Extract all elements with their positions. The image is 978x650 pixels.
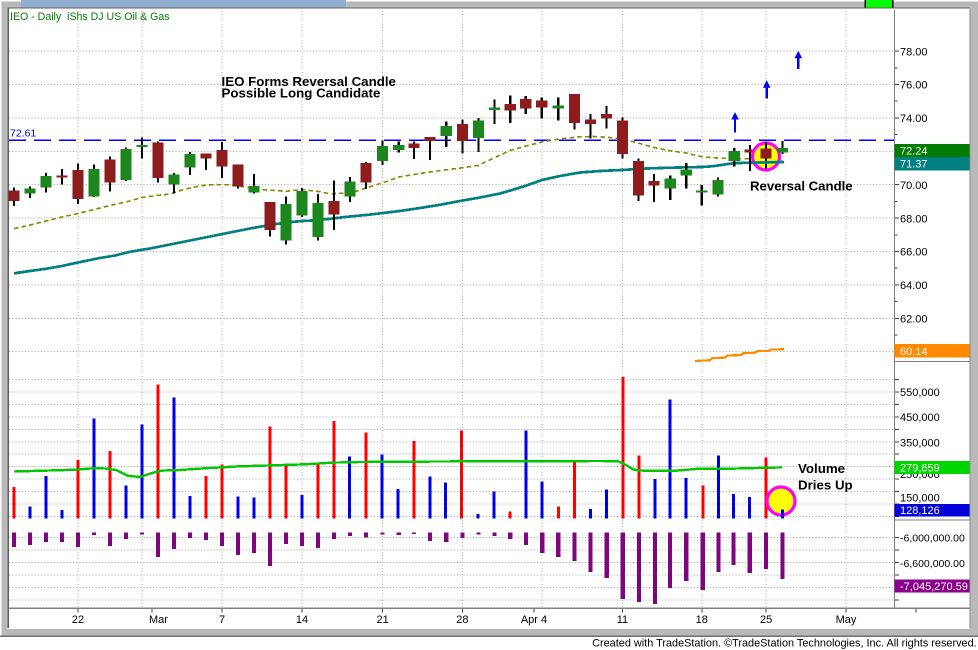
svg-text:78.00: 78.00 <box>900 46 928 58</box>
svg-text:550,000: 550,000 <box>900 387 940 399</box>
svg-text:Created with TradeStation. ©Tr: Created with TradeStation. ©TradeStation… <box>592 638 977 650</box>
svg-text:68.00: 68.00 <box>900 213 928 225</box>
svg-text:64.00: 64.00 <box>900 280 928 292</box>
svg-text:Reversal Candle: Reversal Candle <box>750 179 853 194</box>
svg-text:-6,600,000.00: -6,600,000.00 <box>900 558 965 570</box>
svg-text:IEO - Daily iShs DJ US Oil &: IEO - Daily iShs DJ US Oil & Gas <box>10 11 170 23</box>
svg-text:70.00: 70.00 <box>900 180 928 192</box>
svg-text:150,000: 150,000 <box>900 493 940 505</box>
svg-text:450,000: 450,000 <box>900 412 940 424</box>
svg-text:76.00: 76.00 <box>900 80 928 92</box>
svg-text:-7,045,270.59: -7,045,270.59 <box>900 581 968 593</box>
svg-text:279,659: 279,659 <box>900 462 940 474</box>
svg-text:11: 11 <box>617 614 628 626</box>
svg-text:7: 7 <box>219 614 225 626</box>
svg-text:128,126: 128,126 <box>900 505 940 517</box>
svg-text:Dries Up: Dries Up <box>798 478 853 493</box>
svg-text:IEO Forms Reversal Candle: IEO Forms Reversal Candle <box>222 74 396 89</box>
svg-text:22: 22 <box>72 614 84 626</box>
svg-text:72.61: 72.61 <box>10 128 36 140</box>
svg-text:72.24: 72.24 <box>900 145 928 157</box>
svg-text:21: 21 <box>376 614 388 626</box>
svg-text:71.37: 71.37 <box>900 159 928 171</box>
svg-text:Possible Long Candidate: Possible Long Candidate <box>222 86 381 101</box>
svg-text:28: 28 <box>456 614 468 626</box>
svg-text:Apr 4: Apr 4 <box>521 614 547 626</box>
svg-text:Mar: Mar <box>149 614 168 626</box>
svg-text:14: 14 <box>296 614 308 626</box>
svg-text:-6,000,000.00: -6,000,000.00 <box>900 532 965 544</box>
svg-text:60.14: 60.14 <box>900 346 928 358</box>
svg-text:Volume: Volume <box>798 461 845 476</box>
svg-text:66.00: 66.00 <box>900 247 928 259</box>
svg-text:May: May <box>836 614 857 626</box>
svg-text:74.00: 74.00 <box>900 113 928 125</box>
svg-text:25: 25 <box>760 614 772 626</box>
svg-text:18: 18 <box>696 614 708 626</box>
svg-text:350,000: 350,000 <box>900 438 940 450</box>
svg-text:62.00: 62.00 <box>900 314 928 326</box>
